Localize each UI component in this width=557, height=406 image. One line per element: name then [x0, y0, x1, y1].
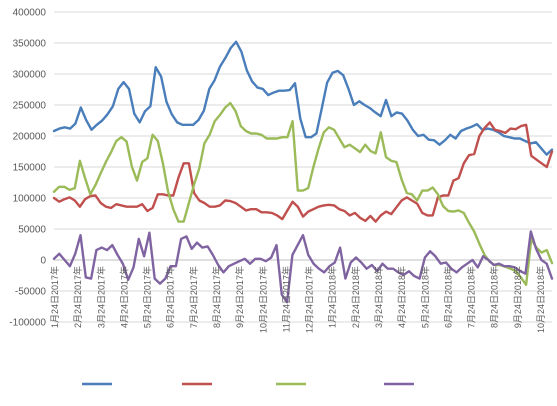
- y-tick-label: 200000: [13, 132, 47, 143]
- x-tick-label: 7月24日2018年: [466, 266, 477, 328]
- y-tick-label: 0: [40, 256, 46, 267]
- y-tick-label: 350000: [13, 39, 47, 50]
- series-line-3: [52, 101, 554, 286]
- y-tick-label: -50000: [15, 287, 47, 298]
- x-tick-label: 10月24日2017年: [257, 266, 268, 333]
- x-tick-label: 10月24日2018年: [535, 266, 546, 333]
- x-tick-label: 3月24日2017年: [95, 266, 106, 328]
- series-lines: [52, 40, 554, 304]
- y-tick-label: 150000: [13, 163, 47, 174]
- x-tick-label: 4月24日2017年: [118, 266, 129, 328]
- y-tick-label: 300000: [13, 70, 47, 81]
- x-tick-label: 8月24日2017年: [211, 266, 222, 328]
- x-tick-label: 7月24日2017年: [188, 266, 199, 328]
- x-tick-label: 2月24日2018年: [350, 266, 361, 328]
- y-tick-label: -100000: [9, 318, 46, 329]
- x-tick-label: 9月24日2017年: [234, 266, 245, 328]
- y-tick-label: 50000: [18, 225, 46, 236]
- x-tick-label: 1月24日2018年: [327, 266, 338, 328]
- x-tick-label: 6月24日2017年: [165, 266, 176, 328]
- y-tick-label: 400000: [13, 8, 47, 19]
- x-tick-label: 12月24日2017年: [304, 266, 315, 333]
- x-tick-label: 9月24日2018年: [512, 266, 523, 328]
- x-tick-label: 5月24日2018年: [419, 266, 430, 328]
- x-axis-tick-labels: 1月24日2017年 2月24日2017年 3月24日2017年 4月24日2017年…: [49, 266, 546, 333]
- series-line-4: [52, 230, 554, 304]
- series-line-1: [52, 40, 554, 156]
- x-tick-label: 11月24日2017年: [280, 266, 291, 332]
- y-tick-label: 100000: [13, 194, 47, 205]
- x-tick-label: 2月24日2017年: [72, 266, 83, 328]
- x-tick-label: 4月24日2018年: [396, 266, 407, 328]
- x-tick-label: 6月24日2018年: [442, 266, 453, 328]
- x-tick-label: 8月24日2018年: [489, 266, 500, 328]
- axes: -100000 -50000 0 50000 100000 150000 200000 250…: [9, 8, 552, 329]
- x-tick-label: 5月24日2017年: [142, 266, 153, 328]
- series-line-2: [52, 121, 554, 223]
- x-tick-label: 1月24日2017年: [49, 266, 60, 328]
- x-tick-label: 3月24日2018年: [373, 266, 384, 328]
- y-tick-label: 250000: [13, 101, 47, 112]
